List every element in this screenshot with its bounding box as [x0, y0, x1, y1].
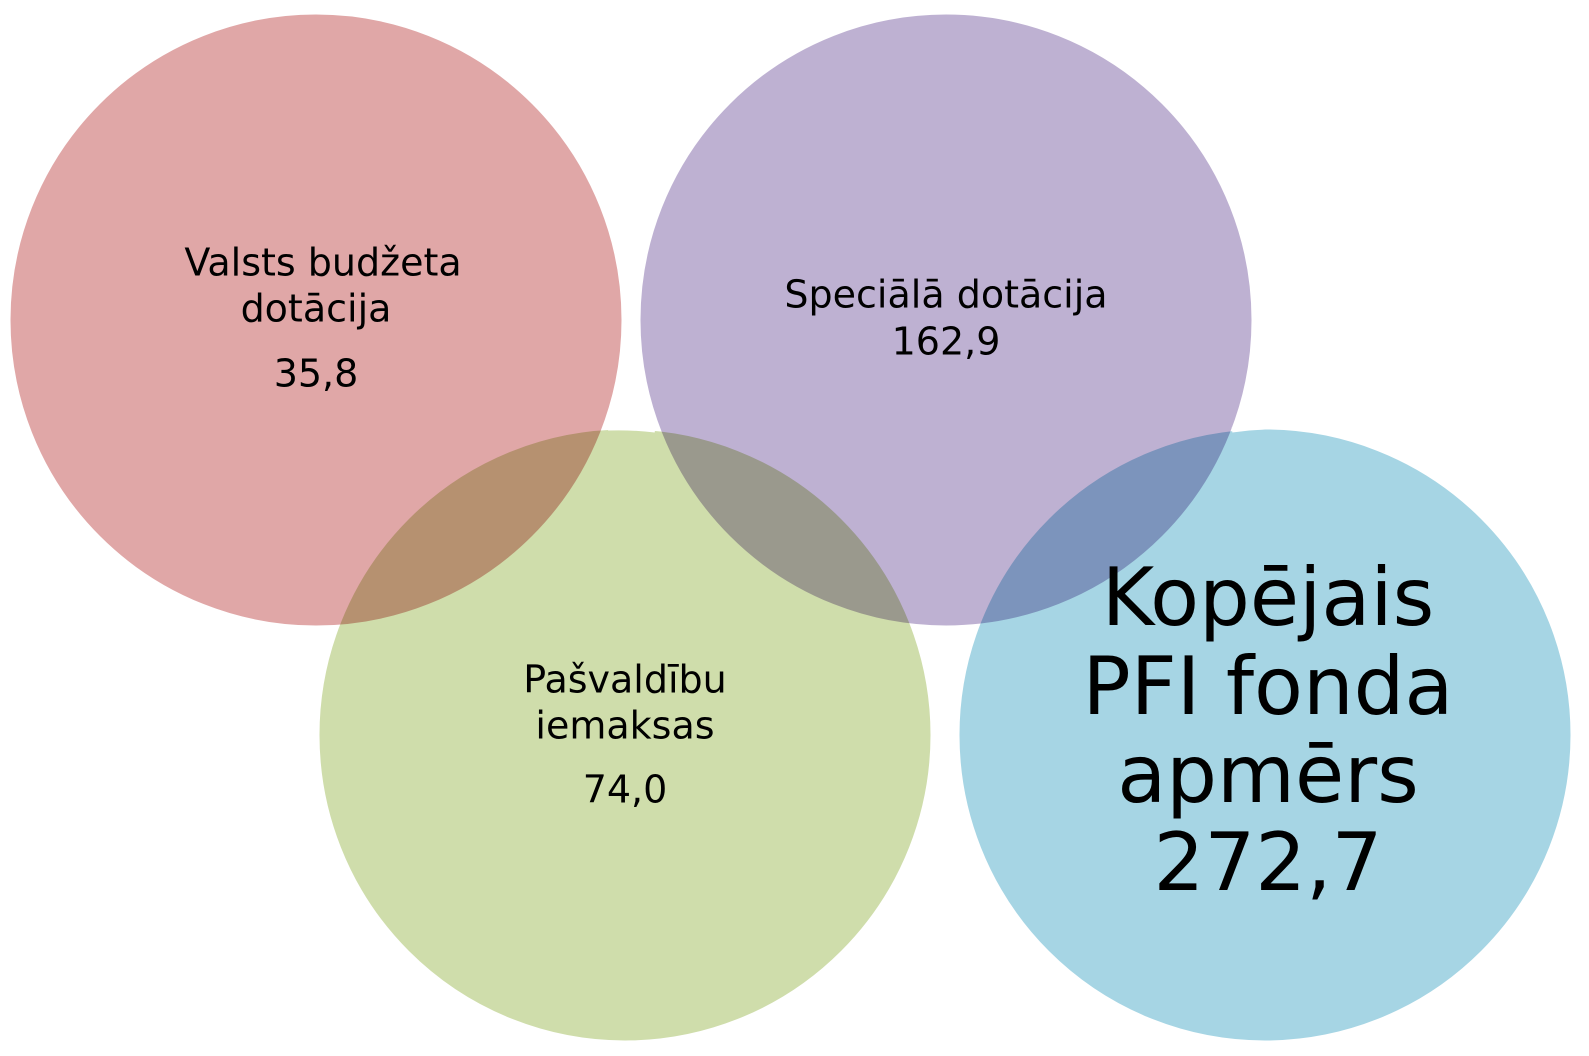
node-value: 35,8	[274, 352, 359, 396]
node-label: Pašvaldību	[523, 658, 727, 702]
node-label: Valsts budžeta	[184, 241, 461, 285]
circle-outline	[607, 424, 1266, 433]
node-label: PFI fonda	[1083, 640, 1454, 733]
node-value: 272,7	[1153, 816, 1382, 909]
node-value: 74,0	[583, 768, 668, 812]
node-label: Kopējais	[1102, 551, 1435, 644]
node-label: dotācija	[241, 287, 392, 331]
node-value: 162,9	[892, 320, 1001, 364]
node-label: iemaksas	[535, 704, 714, 748]
node-label: apmērs	[1117, 728, 1419, 821]
node-label: Speciālā dotācija	[784, 273, 1107, 317]
